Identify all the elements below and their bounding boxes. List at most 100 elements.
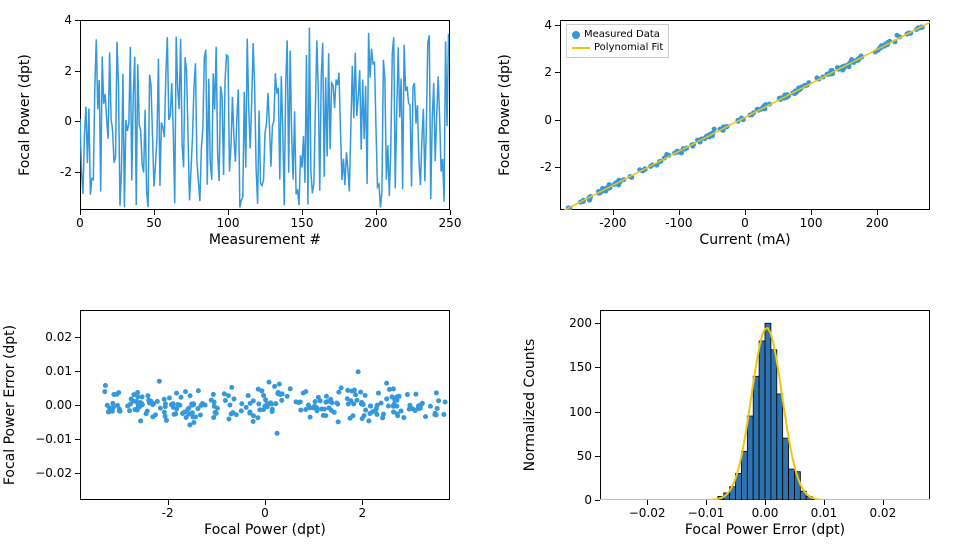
error-point [132,407,137,412]
error-point [272,384,277,389]
hist-bar [759,341,765,500]
error-point [428,404,433,409]
xtick-mark [228,210,229,215]
error-point [127,408,132,413]
xtick-label: 100 [217,216,240,230]
error-point [157,379,162,384]
error-point [298,408,303,413]
ytick-label: 0.02 [22,330,72,344]
error-point [212,399,217,404]
ytick-mark [75,371,80,372]
error-point [419,402,424,407]
error-point [163,401,168,406]
panel-timeseries: 050100150200250-2024Measurement #Focal P… [80,20,450,210]
error-point [223,398,228,403]
error-point [376,391,381,396]
ytick-mark [595,412,600,413]
error-point [329,408,334,413]
figure: 050100150200250-2024Measurement #Focal P… [0,0,966,550]
xtick-label: 100 [800,216,823,230]
ytick-label: 200 [542,316,592,330]
error-point [195,406,200,411]
ytick-label: 0.01 [22,364,72,378]
ytick-label: 100 [542,405,592,419]
error-point [162,397,167,402]
error-point [211,392,216,397]
error-point [226,416,231,421]
hist-bar [741,451,747,500]
ytick-label: −0.02 [22,466,72,480]
hist-bar [765,323,771,500]
ytick-mark [75,337,80,338]
xtick-mark [376,210,377,215]
error-point [244,405,249,410]
ytick-mark [555,72,560,73]
ytick-mark [75,172,80,173]
error-point [261,393,266,398]
error-point [339,385,344,390]
error-point [184,415,189,420]
xtick-label: 200 [365,216,388,230]
error-point [312,404,317,409]
hist-bar [789,469,795,500]
error-point [251,419,256,424]
xtick-mark [154,210,155,215]
error-point [401,415,406,420]
error-point [436,398,441,403]
error-point [162,410,167,415]
error-point [350,413,355,418]
ytick-label: 50 [542,449,592,463]
error-point [384,381,389,386]
error-point [303,407,308,412]
error-point [273,401,278,406]
xtick-label: 50 [146,216,161,230]
error-point [186,406,191,411]
error-point [335,402,340,407]
error-point [193,414,198,419]
error-point [179,395,184,400]
xtick-mark [811,210,812,215]
error-point [374,412,379,417]
plot-svg [80,20,450,210]
panel-error_hist: −0.02−0.010.000.010.02050100150200Focal … [600,310,930,500]
error-point [358,390,363,395]
error-point [211,415,216,420]
error-point [392,397,397,402]
error-point [413,408,418,413]
error-point [246,393,251,398]
error-point [434,390,439,395]
error-point [360,416,365,421]
data-point [712,127,717,132]
error-point [153,412,158,417]
error-point [169,402,174,407]
xtick-mark [80,210,81,215]
xtick-mark [450,210,451,215]
xtick-label: 0 [261,506,269,520]
error-point [174,391,179,396]
plot-svg [80,310,450,500]
error-point [375,403,380,408]
error-point [407,407,412,412]
ytick-mark [75,405,80,406]
error-point [359,400,364,405]
error-point [353,392,358,397]
ytick-mark [75,121,80,122]
xtick-label: 250 [439,216,462,230]
error-point [321,413,326,418]
error-point [231,396,236,401]
error-point [102,389,107,394]
xlabel: Measurement # [209,232,321,248]
error-point [391,409,396,414]
error-point [136,402,141,407]
xtick-label: 150 [291,216,314,230]
ytick-mark [595,500,600,501]
error-point [275,431,280,436]
error-point [384,396,389,401]
error-point [443,399,448,404]
ylabel: Normalized Counts [522,339,538,472]
error-point [270,409,275,414]
xtick-mark [647,500,648,505]
ytick-label: −0.01 [22,432,72,446]
xtick-label: 0.01 [811,506,838,520]
xtick-label: -200 [599,216,626,230]
